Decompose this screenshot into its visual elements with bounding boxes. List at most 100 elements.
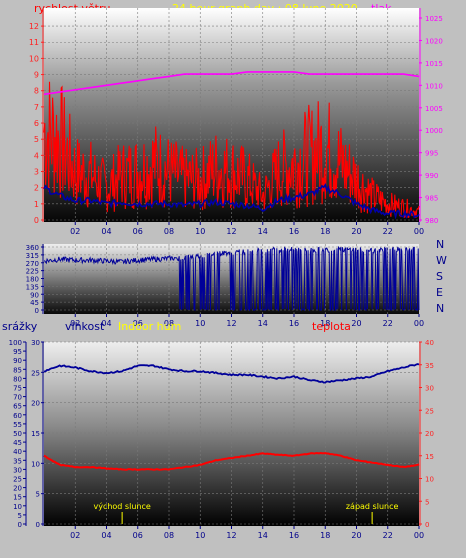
rain-tick-label: 60: [13, 412, 22, 420]
compass-label: N: [436, 238, 444, 251]
wind-direction-series: [43, 245, 420, 312]
time-tick-label: 20: [351, 531, 361, 540]
time-tick-label: 20: [351, 319, 361, 328]
time-tick-label: 12: [226, 319, 236, 328]
temp-chart-grid: [44, 341, 419, 526]
humidity-series: [43, 363, 420, 384]
time-tick-label: 22: [383, 227, 393, 236]
sun-markers: východ slunce západ slunce: [93, 502, 398, 524]
direction-tick-label: 360: [26, 244, 39, 252]
wind-tick-label: 4: [34, 151, 39, 160]
time-tick-label: 06: [133, 227, 143, 236]
time-tick-label: 00: [414, 531, 424, 540]
rain-tick-label: 20: [13, 485, 22, 493]
time-tick-label: 04: [101, 227, 111, 236]
compass-label: N: [436, 302, 444, 315]
direction-tick-label: 135: [26, 283, 39, 291]
gust-series: [43, 183, 420, 220]
time-tick-label: 12: [226, 227, 236, 236]
direction-chart-time-axis: 02 04 06 08 10 12 14 16 18 20 22 00: [70, 314, 424, 328]
temperature-tick-label: 25: [425, 407, 434, 415]
gust-line: [43, 183, 420, 220]
wind-tick-label: 2: [34, 184, 39, 193]
time-tick-label: 06: [133, 531, 143, 540]
wind-speed-series: [43, 81, 420, 219]
wind-tick-label: 8: [34, 87, 39, 96]
pressure-axis: 980 985 990 995 1000 1005 1010 1015 1020 1025: [419, 8, 443, 225]
temperature-tick-label: 40: [425, 339, 434, 347]
rain-tick-label: 70: [13, 394, 22, 402]
wind-tick-label: 5: [34, 135, 39, 144]
rain-tick-label: 25: [13, 476, 22, 484]
temperature-line: [43, 451, 420, 471]
humidity-tick-label: 30: [31, 339, 40, 347]
rain-tick-label: 45: [13, 439, 22, 447]
pressure-line: [43, 71, 420, 96]
time-tick-label: 10: [195, 531, 205, 540]
time-tick-label: 00: [414, 319, 424, 328]
pressure-tick-label: 990: [425, 172, 438, 180]
rain-tick-label: 95: [13, 348, 22, 356]
rain-label: srážky: [2, 320, 38, 333]
humidity-tick-label: 0: [36, 521, 40, 529]
time-tick-label: 04: [101, 531, 111, 540]
temperature-tick-label: 35: [425, 362, 434, 370]
time-tick-label: 20: [351, 227, 361, 236]
direction-tick-label: 270: [26, 260, 39, 268]
direction-tick-label: 180: [26, 276, 39, 284]
rain-tick-label: 85: [13, 366, 22, 374]
rain-tick-label: 75: [13, 385, 22, 393]
pressure-tick-label: 1010: [425, 82, 443, 90]
pressure-series: [43, 71, 420, 96]
wind-tick-label: 9: [34, 71, 39, 80]
pressure-tick-label: 1005: [425, 105, 443, 113]
pressure-tick-label: 985: [425, 195, 438, 203]
time-tick-label: 16: [289, 531, 299, 540]
wind-direction-line: [43, 245, 420, 312]
humidity-tick-label: 25: [31, 369, 40, 377]
pressure-tick-label: 1025: [425, 15, 443, 23]
temperature-axis: 0 5 10 15 20 25 30 35 40: [419, 339, 434, 529]
temperature-tick-label: 15: [425, 453, 434, 461]
rain-tick-label: 65: [13, 403, 22, 411]
humidity-tick-label: 10: [31, 460, 40, 468]
wind-chart-time-axis: 02 04 06 08 10 12 14 16 18 20 22 00: [70, 222, 424, 236]
time-tick-label: 08: [164, 227, 174, 236]
rain-tick-label: 10: [13, 503, 22, 511]
pressure-tick-label: 1000: [425, 127, 443, 135]
rain-tick-label: 55: [13, 421, 22, 429]
time-tick-label: 18: [320, 319, 330, 328]
wind-tick-label: 6: [34, 119, 39, 128]
time-tick-label: 02: [70, 227, 80, 236]
humidity-line: [43, 363, 420, 384]
time-tick-label: 14: [258, 531, 268, 540]
temperature-tick-label: 0: [425, 521, 429, 529]
direction-tick-label: 315: [26, 252, 39, 260]
rain-tick-label: 40: [13, 448, 22, 456]
sun-marker-label: západ slunce: [346, 502, 399, 511]
time-tick-label: 16: [289, 319, 299, 328]
time-tick-label: 06: [133, 319, 143, 328]
wind-tick-label: 12: [29, 22, 39, 31]
indoor-hum-label: Indoor hum: [118, 320, 181, 333]
compass-label: S: [436, 270, 443, 283]
temperature-tick-label: 5: [425, 498, 429, 506]
temperature-series: [43, 451, 420, 471]
rain-tick-label: 30: [13, 466, 22, 474]
direction-tick-label: 45: [30, 299, 39, 307]
time-tick-label: 12: [226, 531, 236, 540]
time-tick-label: 08: [164, 531, 174, 540]
rain-tick-label: 0: [18, 521, 22, 529]
time-tick-label: 02: [70, 531, 80, 540]
compass-label: W: [436, 254, 447, 267]
wind-speed-line: [43, 81, 420, 219]
humidity-label: vlhkost: [65, 320, 105, 333]
time-tick-label: 02: [70, 319, 80, 328]
sun-marker-label: východ slunce: [93, 502, 150, 511]
direction-tick-label: 0: [35, 307, 39, 315]
compass-label: E: [436, 286, 443, 299]
